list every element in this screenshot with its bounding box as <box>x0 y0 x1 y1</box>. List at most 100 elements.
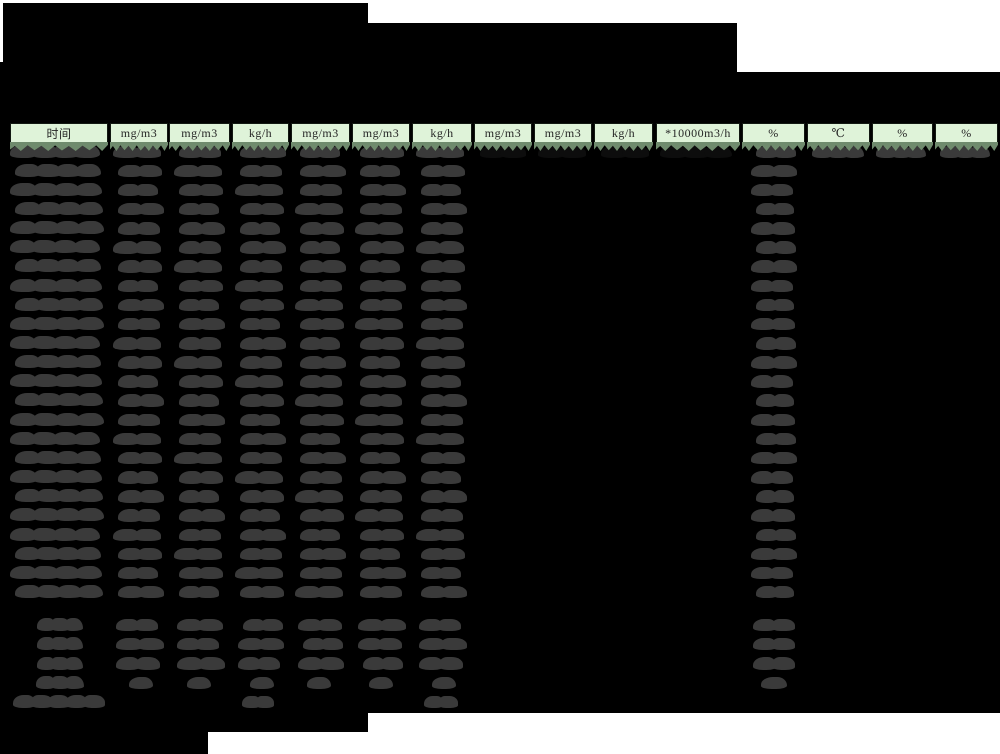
header-shadow-strip <box>935 142 998 151</box>
redacted-cell-text <box>360 279 406 293</box>
redacted-cell-text <box>750 547 797 561</box>
redacted-cell-text <box>297 657 344 670</box>
redacted-cell-text <box>239 432 286 446</box>
redacted-timestamp <box>10 316 104 330</box>
redacted-cell-text <box>755 585 794 599</box>
column-header-cell: mg/m3 <box>169 123 230 151</box>
redacted-cell-text <box>306 676 331 689</box>
redacted-timestamp <box>15 297 103 311</box>
redacted-cell-text <box>173 451 222 465</box>
redacted-cell-text <box>178 585 219 599</box>
page-background-patch <box>368 713 1000 754</box>
redacted-cell-text <box>755 145 796 158</box>
redacted-cell-text <box>752 657 795 670</box>
redacted-cell-text <box>173 547 222 561</box>
redacted-timestamp <box>10 336 100 349</box>
redacted-timestamp <box>15 259 101 273</box>
redacted-cell-text <box>360 337 404 350</box>
redacted-cell-text <box>750 222 795 235</box>
header-shadow-strip <box>656 142 740 151</box>
redacted-summary-label <box>36 676 84 689</box>
redacted-cell-text <box>419 637 467 650</box>
redacted-cell-text <box>239 356 282 369</box>
redacted-cell-text <box>421 585 467 599</box>
redacted-cell-text <box>118 413 160 427</box>
redacted-cell-text <box>242 695 274 708</box>
redacted-cell-text <box>360 375 406 388</box>
redacted-cell-text <box>173 164 222 178</box>
redacted-cell-text <box>239 222 280 235</box>
redacted-cell-text <box>750 279 793 293</box>
redacted-cell-text <box>416 432 464 446</box>
column-header-cell: % <box>742 123 805 151</box>
column-header-cell: % <box>935 123 998 151</box>
redacted-timestamp <box>15 489 103 503</box>
redacted-cell-text <box>118 547 162 561</box>
redacted-cell-text <box>360 394 402 407</box>
redacted-cell-text <box>416 145 464 158</box>
redacted-cell-text <box>239 490 284 503</box>
redacted-cell-text <box>129 676 153 689</box>
redacted-cell-text <box>299 451 346 465</box>
redacted-cell-text <box>421 202 467 216</box>
redacted-cell-text <box>421 547 465 561</box>
redacted-cell-text <box>750 260 797 273</box>
redacted-cell-text <box>358 618 406 631</box>
redacted-cell-text <box>360 490 402 503</box>
redacted-cell-text <box>118 451 162 465</box>
redacted-cell-text <box>294 394 343 407</box>
column-header-cell: kg/h <box>232 123 289 151</box>
redacted-cell-text <box>421 356 465 369</box>
redacted-cell-text <box>416 528 464 541</box>
redacted-cell-text <box>421 451 465 465</box>
redacted-cell-text <box>178 202 219 216</box>
redacted-cell-text <box>239 337 286 350</box>
redacted-timestamp <box>15 546 101 560</box>
column-header-cell: *10000m3/h <box>656 123 740 151</box>
redacted-cell-text <box>299 547 346 561</box>
redacted-cell-text <box>113 432 161 446</box>
page-background-patch <box>208 732 368 754</box>
redacted-cell-text <box>118 490 164 503</box>
redacted-cell-text <box>750 471 793 484</box>
redacted-cell-text <box>176 637 219 650</box>
redacted-timestamp <box>15 201 103 215</box>
redacted-cell-text <box>239 451 282 465</box>
redacted-cell-text <box>118 202 164 216</box>
column-unit-label: kg/h <box>430 125 454 140</box>
column-unit-label: % <box>768 125 779 140</box>
redacted-timestamp <box>15 393 103 407</box>
redacted-cell-text <box>299 164 346 178</box>
redacted-cell-text <box>750 356 797 369</box>
redacted-cell-text <box>299 183 342 197</box>
redacted-cell-text <box>173 260 222 273</box>
redacted-cell-text <box>755 490 794 503</box>
redacted-cell-text <box>299 471 342 484</box>
redacted-cell-text <box>118 471 158 484</box>
redacted-cell-text <box>113 337 161 350</box>
redacted-cell-text <box>118 356 162 369</box>
redacted-timestamp <box>10 240 100 254</box>
redacted-cell-text <box>113 528 161 541</box>
redacted-cell-text <box>237 637 284 650</box>
redacted-cell-text <box>421 471 461 484</box>
page-background-patch <box>0 0 368 3</box>
redacted-cell-text <box>239 241 286 254</box>
redacted-cell-text <box>118 279 158 293</box>
redacted-cell-text <box>755 202 794 216</box>
redacted-timestamp <box>10 278 102 292</box>
redacted-cell-text <box>178 279 223 293</box>
redacted-cell-text <box>116 657 160 670</box>
column-unit-label: kg/h <box>248 125 273 140</box>
redacted-cell-text <box>419 618 461 631</box>
redacted-summary-label <box>13 695 106 708</box>
redacted-cell-text <box>421 509 463 522</box>
redacted-cell-text <box>940 145 991 158</box>
redacted-cell-text <box>118 585 164 599</box>
redacted-cell-text <box>755 394 794 407</box>
redacted-cell-text <box>239 260 282 273</box>
page-background-patch <box>0 3 3 62</box>
redacted-cell-text <box>421 413 463 427</box>
redacted-cell-text <box>755 298 794 312</box>
